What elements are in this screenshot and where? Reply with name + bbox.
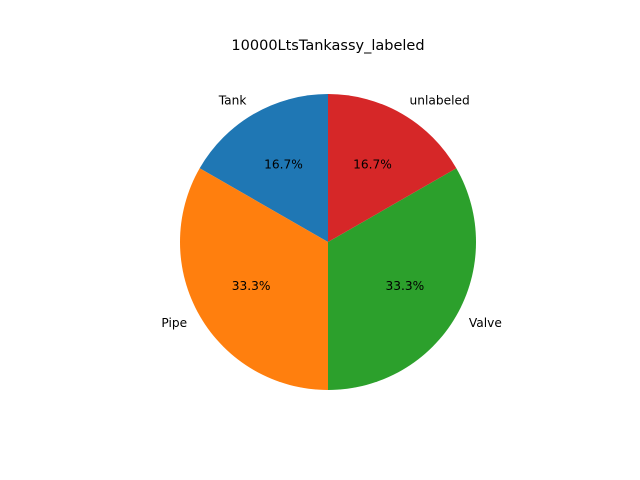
slice-label-valve: Valve <box>469 316 502 330</box>
pie-slices <box>179 93 477 390</box>
slice-pct-label-unlabeled: 16.7% <box>353 158 392 172</box>
pie-slice-unlabeled <box>328 93 457 242</box>
chart-title: 10000LtsTankassy_labeled <box>231 38 424 54</box>
slice-pct-label-valve: 33.3% <box>386 279 425 293</box>
slice-pct-label-pipe: 33.3% <box>232 279 271 293</box>
slice-pct-label-tank: 16.7% <box>264 158 303 172</box>
pie-slice-tank <box>199 94 328 242</box>
pie-slice-pipe <box>179 168 328 390</box>
slice-label-unlabeled: unlabeled <box>410 94 470 108</box>
pie-labels: Tank 16.7% Pipe 33.3% Valve 33.3% unlabeled 16.… <box>161 94 501 330</box>
slice-label-tank: Tank <box>218 94 248 108</box>
pie-slice-valve <box>328 168 477 390</box>
slice-label-pipe: Pipe <box>161 316 187 330</box>
